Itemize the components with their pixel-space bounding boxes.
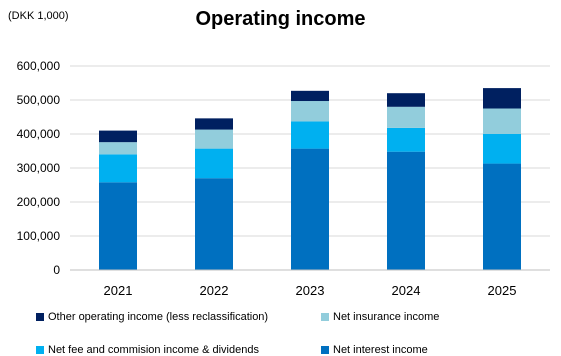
legend-item-net-insurance-income: Net insurance income: [321, 311, 439, 323]
legend-swatch-other-operating-income: [36, 313, 44, 321]
legend-swatch-net-fee-income: [36, 346, 44, 354]
y-tick-label: 100,000: [17, 229, 61, 243]
bar-segment: [291, 148, 329, 270]
bar-segment: [195, 129, 233, 149]
bar-segment: [195, 118, 233, 130]
y-tick-label: 600,000: [17, 59, 61, 73]
bar-segment: [291, 121, 329, 149]
y-tick-label: 500,000: [17, 93, 61, 107]
bar-segment: [387, 127, 425, 152]
bar-segment: [99, 142, 137, 155]
unit-label: (DKK 1,000): [8, 10, 69, 22]
bar-segment: [483, 108, 521, 134]
y-axis: 0 100,000 200,000 300,000 400,000 500,000 600,…: [17, 59, 61, 277]
legend-swatch-net-interest-income: [321, 346, 329, 354]
y-tick-label: 400,000: [17, 127, 61, 141]
bar-segment: [387, 151, 425, 270]
stacked-bar-chart: 0 100,000 200,000 300,000 400,000 500,000 600,…: [17, 59, 550, 298]
bar-segment: [387, 93, 425, 107]
bar-segment: [195, 178, 233, 270]
bar-segment: [483, 134, 521, 164]
legend-label-other-operating-income: Other operating income (less reclassific…: [48, 311, 269, 323]
bar-segment: [99, 154, 137, 183]
bar-stacks: [99, 88, 521, 270]
x-tick-label: 2023: [296, 283, 325, 298]
x-tick-label: 2025: [488, 283, 517, 298]
legend-label-net-interest-income: Net interest income: [333, 344, 428, 356]
x-tick-label: 2024: [392, 283, 421, 298]
legend-item-other-operating-income: Other operating income (less reclassific…: [36, 311, 268, 323]
legend-swatch-net-insurance-income: [321, 313, 329, 321]
bar-segment: [99, 130, 137, 143]
bar-segment: [483, 88, 521, 109]
x-tick-label: 2022: [200, 283, 229, 298]
bar-segment: [291, 101, 329, 122]
legend-item-net-fee-income: Net fee and commision income & dividends: [36, 344, 259, 356]
x-axis: 2021 2022 2023 2024 2025: [70, 269, 550, 298]
y-tick-label: 0: [53, 263, 60, 277]
legend-item-net-interest-income: Net interest income: [321, 344, 428, 356]
bar-segment: [195, 148, 233, 179]
bar-segment: [291, 90, 329, 102]
legend-label-net-insurance-income: Net insurance income: [333, 311, 440, 323]
y-tick-label: 200,000: [17, 195, 61, 209]
legend-label-net-fee-income: Net fee and commision income & dividends: [48, 344, 259, 356]
y-tick-label: 300,000: [17, 161, 61, 175]
bar-segment: [483, 163, 521, 270]
bar-segment: [99, 182, 137, 270]
bar-segment: [387, 106, 425, 128]
chart-title: Operating income: [195, 8, 366, 30]
legend: Other operating income (less reclassific…: [0, 305, 561, 356]
x-tick-label: 2021: [104, 283, 133, 298]
